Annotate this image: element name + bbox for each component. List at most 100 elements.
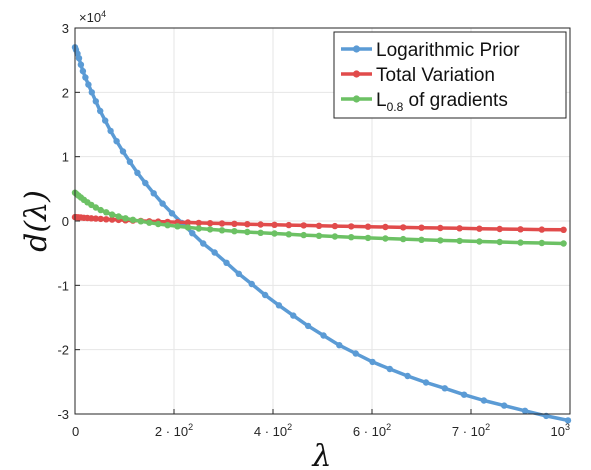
data-point xyxy=(290,312,297,319)
data-point xyxy=(382,223,389,231)
data-point xyxy=(97,215,104,223)
data-point xyxy=(257,229,264,236)
data-point xyxy=(456,237,463,245)
y-tick-label: 0 xyxy=(62,214,69,229)
y-tick-labels: 3 2 1 0 -1 -2 -3 xyxy=(57,21,69,422)
data-point xyxy=(517,226,524,233)
data-point xyxy=(195,225,202,232)
legend-swatch-marker xyxy=(352,95,361,103)
series-layer xyxy=(71,44,572,424)
data-point xyxy=(271,230,278,237)
data-point xyxy=(155,220,162,228)
data-point xyxy=(97,206,104,214)
data-point xyxy=(231,228,238,235)
data-point xyxy=(422,379,430,386)
y-tick-label: 1 xyxy=(62,150,69,165)
data-point xyxy=(364,223,372,230)
data-point xyxy=(189,230,196,237)
data-point xyxy=(244,228,251,236)
x-tick-base: 0 xyxy=(72,424,79,439)
data-point xyxy=(476,225,483,232)
data-point xyxy=(261,291,269,299)
data-point xyxy=(437,224,444,232)
x-tick-exp: 2 xyxy=(386,422,391,432)
data-point xyxy=(418,224,425,231)
data-point xyxy=(82,74,89,81)
data-point xyxy=(115,213,122,220)
y-tick-label: 2 xyxy=(62,85,69,100)
x-tick-label: 103 xyxy=(551,422,570,439)
data-point xyxy=(300,222,307,229)
data-point xyxy=(218,227,226,234)
data-point xyxy=(320,332,327,339)
series-line-0 xyxy=(73,46,569,423)
data-point xyxy=(159,200,166,207)
x-tick-base: 6 · 10 xyxy=(353,424,386,439)
data-point xyxy=(107,127,114,135)
data-point xyxy=(122,215,129,222)
data-point xyxy=(300,231,307,239)
data-point xyxy=(146,219,153,226)
data-point xyxy=(223,259,230,266)
data-point xyxy=(129,216,137,223)
data-point xyxy=(418,236,425,243)
data-point xyxy=(456,225,463,232)
data-point xyxy=(77,61,85,68)
data-point xyxy=(400,224,407,231)
data-point xyxy=(564,417,572,424)
data-point xyxy=(244,221,251,228)
data-point xyxy=(315,232,323,239)
data-point xyxy=(336,342,343,349)
data-point xyxy=(103,209,110,216)
data-point xyxy=(134,169,141,176)
x-tick-label: 4 · 102 xyxy=(254,422,292,439)
x-tick-exp: 2 xyxy=(188,422,193,432)
data-point xyxy=(538,226,545,233)
data-point xyxy=(538,239,545,247)
data-point xyxy=(496,238,503,246)
data-point xyxy=(476,238,483,245)
data-point xyxy=(386,365,393,373)
x-tick-base: 2 · 10 xyxy=(155,424,188,439)
data-point xyxy=(184,219,192,226)
legend-entry: Total Variation xyxy=(376,65,495,86)
x-tick-base: 10 xyxy=(551,424,565,439)
data-point xyxy=(113,138,120,145)
data-point xyxy=(285,221,292,229)
legend-swatch-marker xyxy=(352,70,361,78)
y-tick-label: 3 xyxy=(62,21,69,36)
data-point xyxy=(92,215,100,222)
data-point xyxy=(275,302,283,309)
data-point xyxy=(164,222,171,229)
data-point xyxy=(75,55,83,62)
data-point xyxy=(257,221,264,228)
data-point xyxy=(92,98,100,105)
y-multiplier-label: ×104 xyxy=(79,9,106,25)
plot-frame xyxy=(74,27,571,415)
data-point xyxy=(560,226,567,233)
y-multiplier-base: ×10 xyxy=(79,10,101,25)
x-tick-exp: 2 xyxy=(485,422,490,432)
y-tick-label: -2 xyxy=(57,343,69,358)
data-point xyxy=(206,226,214,233)
data-point xyxy=(184,224,192,231)
data-point xyxy=(168,210,176,217)
x-tick-label: 0 xyxy=(72,424,79,439)
data-point xyxy=(496,225,503,233)
data-point xyxy=(364,234,372,242)
x-tick-exp: 2 xyxy=(287,422,292,432)
data-point xyxy=(108,216,116,223)
x-tick-base: 7 · 10 xyxy=(452,424,485,439)
data-point xyxy=(480,397,488,404)
legend: Logarithmic Prior Total Variation L0.8 of … xyxy=(333,31,567,119)
legend-entry-name: L xyxy=(376,90,387,111)
x-tick-label: 6 · 102 xyxy=(353,422,391,439)
y-tick-label: -1 xyxy=(57,278,69,293)
data-point xyxy=(348,234,355,241)
x-tick-label: 2 · 102 xyxy=(155,422,193,439)
data-point xyxy=(352,350,359,357)
data-point xyxy=(285,231,292,238)
data-point xyxy=(79,67,87,75)
data-point xyxy=(88,89,96,96)
